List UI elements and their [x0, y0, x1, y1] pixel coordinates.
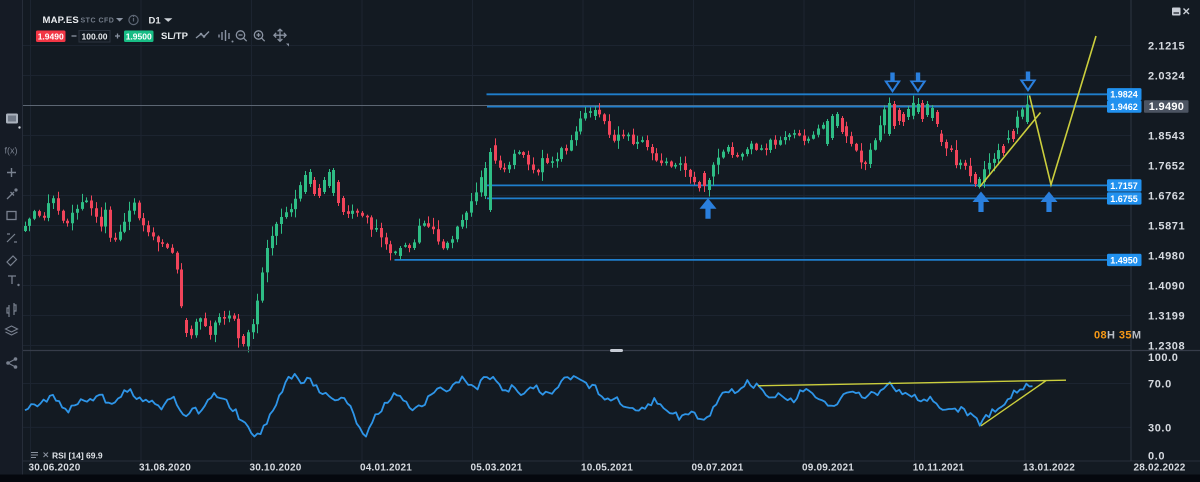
svg-text:SL/TP: SL/TP [161, 31, 189, 42]
svg-text:1.9490: 1.9490 [1149, 101, 1184, 113]
svg-text:05.03.2021: 05.03.2021 [470, 463, 522, 474]
svg-text:2.0324: 2.0324 [1148, 71, 1186, 83]
svg-text:100.00: 100.00 [82, 31, 108, 41]
svg-text:1.7157: 1.7157 [1110, 181, 1138, 191]
svg-text:09.07.2021: 09.07.2021 [691, 463, 743, 474]
svg-text:08H 35M: 08H 35M [1094, 330, 1141, 342]
svg-text:1.7652: 1.7652 [1148, 161, 1185, 173]
svg-text:1.2308: 1.2308 [1148, 341, 1185, 353]
svg-text:D1: D1 [149, 16, 162, 27]
svg-text:1.5871: 1.5871 [1148, 221, 1185, 233]
svg-text:1.9824: 1.9824 [1110, 90, 1138, 100]
svg-text:30.06.2020: 30.06.2020 [28, 463, 80, 474]
svg-text:1.4950: 1.4950 [1110, 255, 1138, 265]
svg-text:1.6762: 1.6762 [1148, 191, 1185, 203]
svg-text:f(x): f(x) [5, 146, 18, 156]
svg-text:10.05.2021: 10.05.2021 [581, 463, 633, 474]
svg-text:1.9462: 1.9462 [1110, 102, 1138, 112]
svg-text:MAP.ES: MAP.ES [43, 15, 79, 26]
svg-text:1.8543: 1.8543 [1148, 131, 1185, 143]
svg-text:1.3199: 1.3199 [1148, 311, 1185, 323]
svg-text:13.01.2022: 13.01.2022 [1023, 463, 1075, 474]
svg-text:2.1215: 2.1215 [1148, 41, 1185, 53]
svg-text:30.0: 30.0 [1148, 422, 1172, 434]
svg-text:RSI [14] 69.9: RSI [14] 69.9 [52, 450, 103, 460]
svg-text:1.4980: 1.4980 [1148, 251, 1185, 263]
svg-text:100.0: 100.0 [1148, 352, 1179, 364]
svg-text:1.9490: 1.9490 [38, 31, 64, 41]
svg-text:70.0: 70.0 [1148, 379, 1172, 391]
svg-text:31.08.2020: 31.08.2020 [139, 463, 191, 474]
svg-text:1.9500: 1.9500 [126, 31, 152, 41]
svg-text:STC CFD: STC CFD [81, 18, 115, 25]
svg-text:1.4090: 1.4090 [1148, 281, 1185, 293]
svg-text:10.11.2021: 10.11.2021 [913, 463, 965, 474]
svg-text:1.6755: 1.6755 [1110, 194, 1138, 204]
svg-text:28.02.2022: 28.02.2022 [1133, 463, 1185, 474]
svg-text:0.0: 0.0 [1148, 451, 1165, 463]
svg-text:04.01.2021: 04.01.2021 [360, 463, 412, 474]
svg-text:30.10.2020: 30.10.2020 [249, 463, 301, 474]
svg-text:09.09.2021: 09.09.2021 [802, 463, 854, 474]
